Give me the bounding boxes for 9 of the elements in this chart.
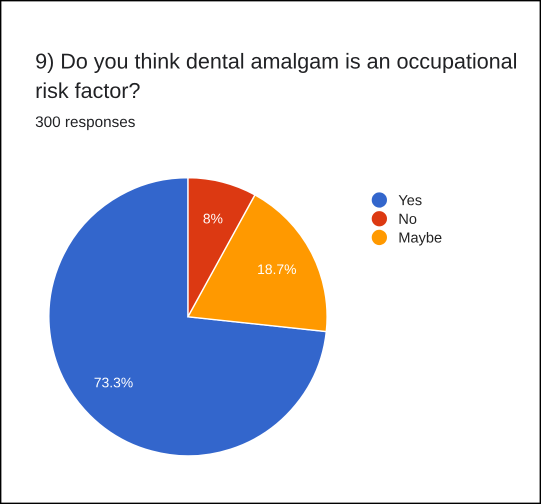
legend-label: Maybe — [400, 232, 442, 246]
pie-slice — [48, 176, 327, 457]
chart-title: 9) Do you think dental amalgam is an occupational risk factor? — [36, 52, 516, 98]
chart-subtitle: 300 responses — [36, 116, 135, 130]
legend-label: No — [400, 214, 416, 224]
data-label: 73.3% — [94, 378, 133, 388]
data-label: 8% — [203, 214, 222, 224]
data-label: 18.7% — [258, 264, 296, 274]
legend-label: Yes — [398, 195, 422, 206]
